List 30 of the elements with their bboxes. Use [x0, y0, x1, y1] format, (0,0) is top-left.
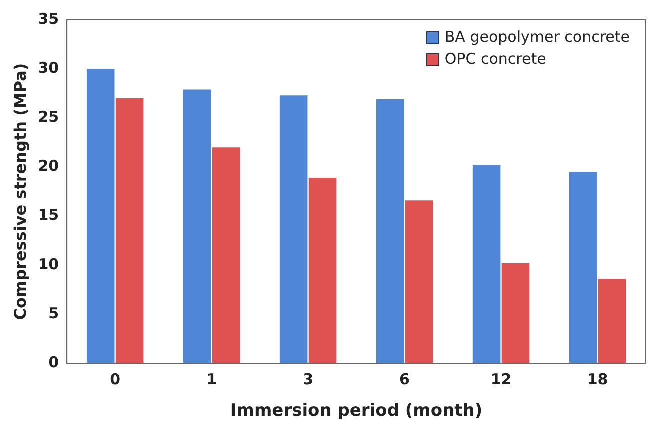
- y-axis-title: Compressive strength (MPa): [10, 63, 30, 320]
- y-tick-label: 10: [38, 255, 60, 274]
- y-tick-label: 0: [48, 353, 60, 372]
- y-tick-label: 5: [48, 304, 60, 322]
- y-tick-label: 35: [38, 10, 60, 28]
- bar: [569, 172, 598, 364]
- bar: [280, 96, 308, 364]
- x-tick-label: 12: [490, 370, 512, 388]
- y-tick-label: 30: [38, 58, 60, 77]
- x-tick-label: 0: [110, 370, 121, 388]
- bar: [376, 100, 404, 364]
- y-tick-label: 20: [38, 157, 60, 176]
- x-axis-title: Immersion period (month): [230, 401, 483, 422]
- x-tick-label: 1: [206, 370, 218, 388]
- bar: [183, 90, 212, 364]
- y-tick-label: 25: [38, 108, 60, 126]
- bar: [472, 165, 501, 364]
- bar: [116, 98, 144, 364]
- legend-label: BA geopolymer concrete: [444, 28, 630, 46]
- bar: [502, 263, 530, 364]
- bar: [405, 200, 434, 364]
- bar: [86, 69, 115, 364]
- x-tick-label: 18: [587, 370, 608, 388]
- bar: [598, 279, 626, 364]
- legend-label: OPC concrete: [444, 50, 546, 68]
- x-tick-label: 6: [400, 370, 410, 388]
- bar: [308, 178, 337, 364]
- x-tick-label: 3: [303, 370, 314, 388]
- y-tick-label: 15: [38, 206, 60, 224]
- bar: [212, 148, 240, 364]
